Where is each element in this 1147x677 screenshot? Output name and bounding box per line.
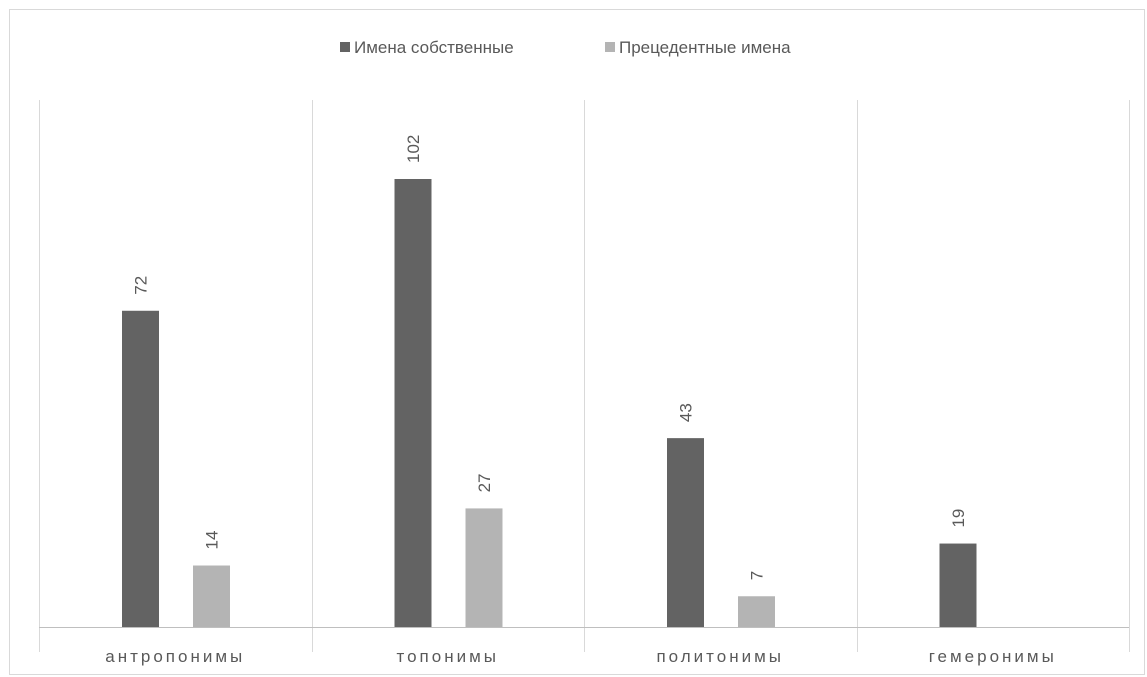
category-grid	[39, 100, 1130, 652]
data-label-1-4: 19	[949, 509, 968, 528]
x-tick-label-1: антропонимы	[105, 647, 245, 666]
bar-2-1	[193, 565, 230, 627]
data-label-1-1: 72	[132, 276, 151, 295]
data-label-2-2: 27	[475, 473, 494, 492]
x-axis-tick-labels: антропонимы топонимы политонимы гемеронимы	[105, 647, 1057, 666]
bar-1-2	[394, 179, 432, 627]
bar-2-2	[465, 508, 503, 627]
x-tick-label-3: политонимы	[656, 647, 784, 666]
x-tick-label-2: топонимы	[396, 647, 499, 666]
legend-swatch-1	[340, 42, 350, 52]
x-tick-label-4: гемеронимы	[929, 647, 1057, 666]
data-label-1-3: 43	[677, 403, 696, 422]
bars	[122, 179, 977, 627]
legend-label-2: Прецедентные имена	[619, 38, 791, 57]
bar-2-3	[738, 596, 775, 627]
chart-frame	[9, 9, 1145, 675]
bar-1-1	[122, 310, 159, 627]
data-labels: 72 14 102 27 43 7 19	[132, 135, 969, 581]
legend-swatch-2	[605, 42, 615, 52]
legend-label-1: Имена собственные	[354, 38, 514, 57]
data-label-1-2: 102	[404, 135, 423, 163]
bar-1-3	[667, 438, 704, 627]
legend: Имена собственные Прецедентные имена	[340, 38, 791, 57]
bar-1-4	[939, 543, 977, 627]
data-label-2-1: 14	[203, 531, 222, 550]
data-label-2-3: 7	[748, 571, 767, 580]
